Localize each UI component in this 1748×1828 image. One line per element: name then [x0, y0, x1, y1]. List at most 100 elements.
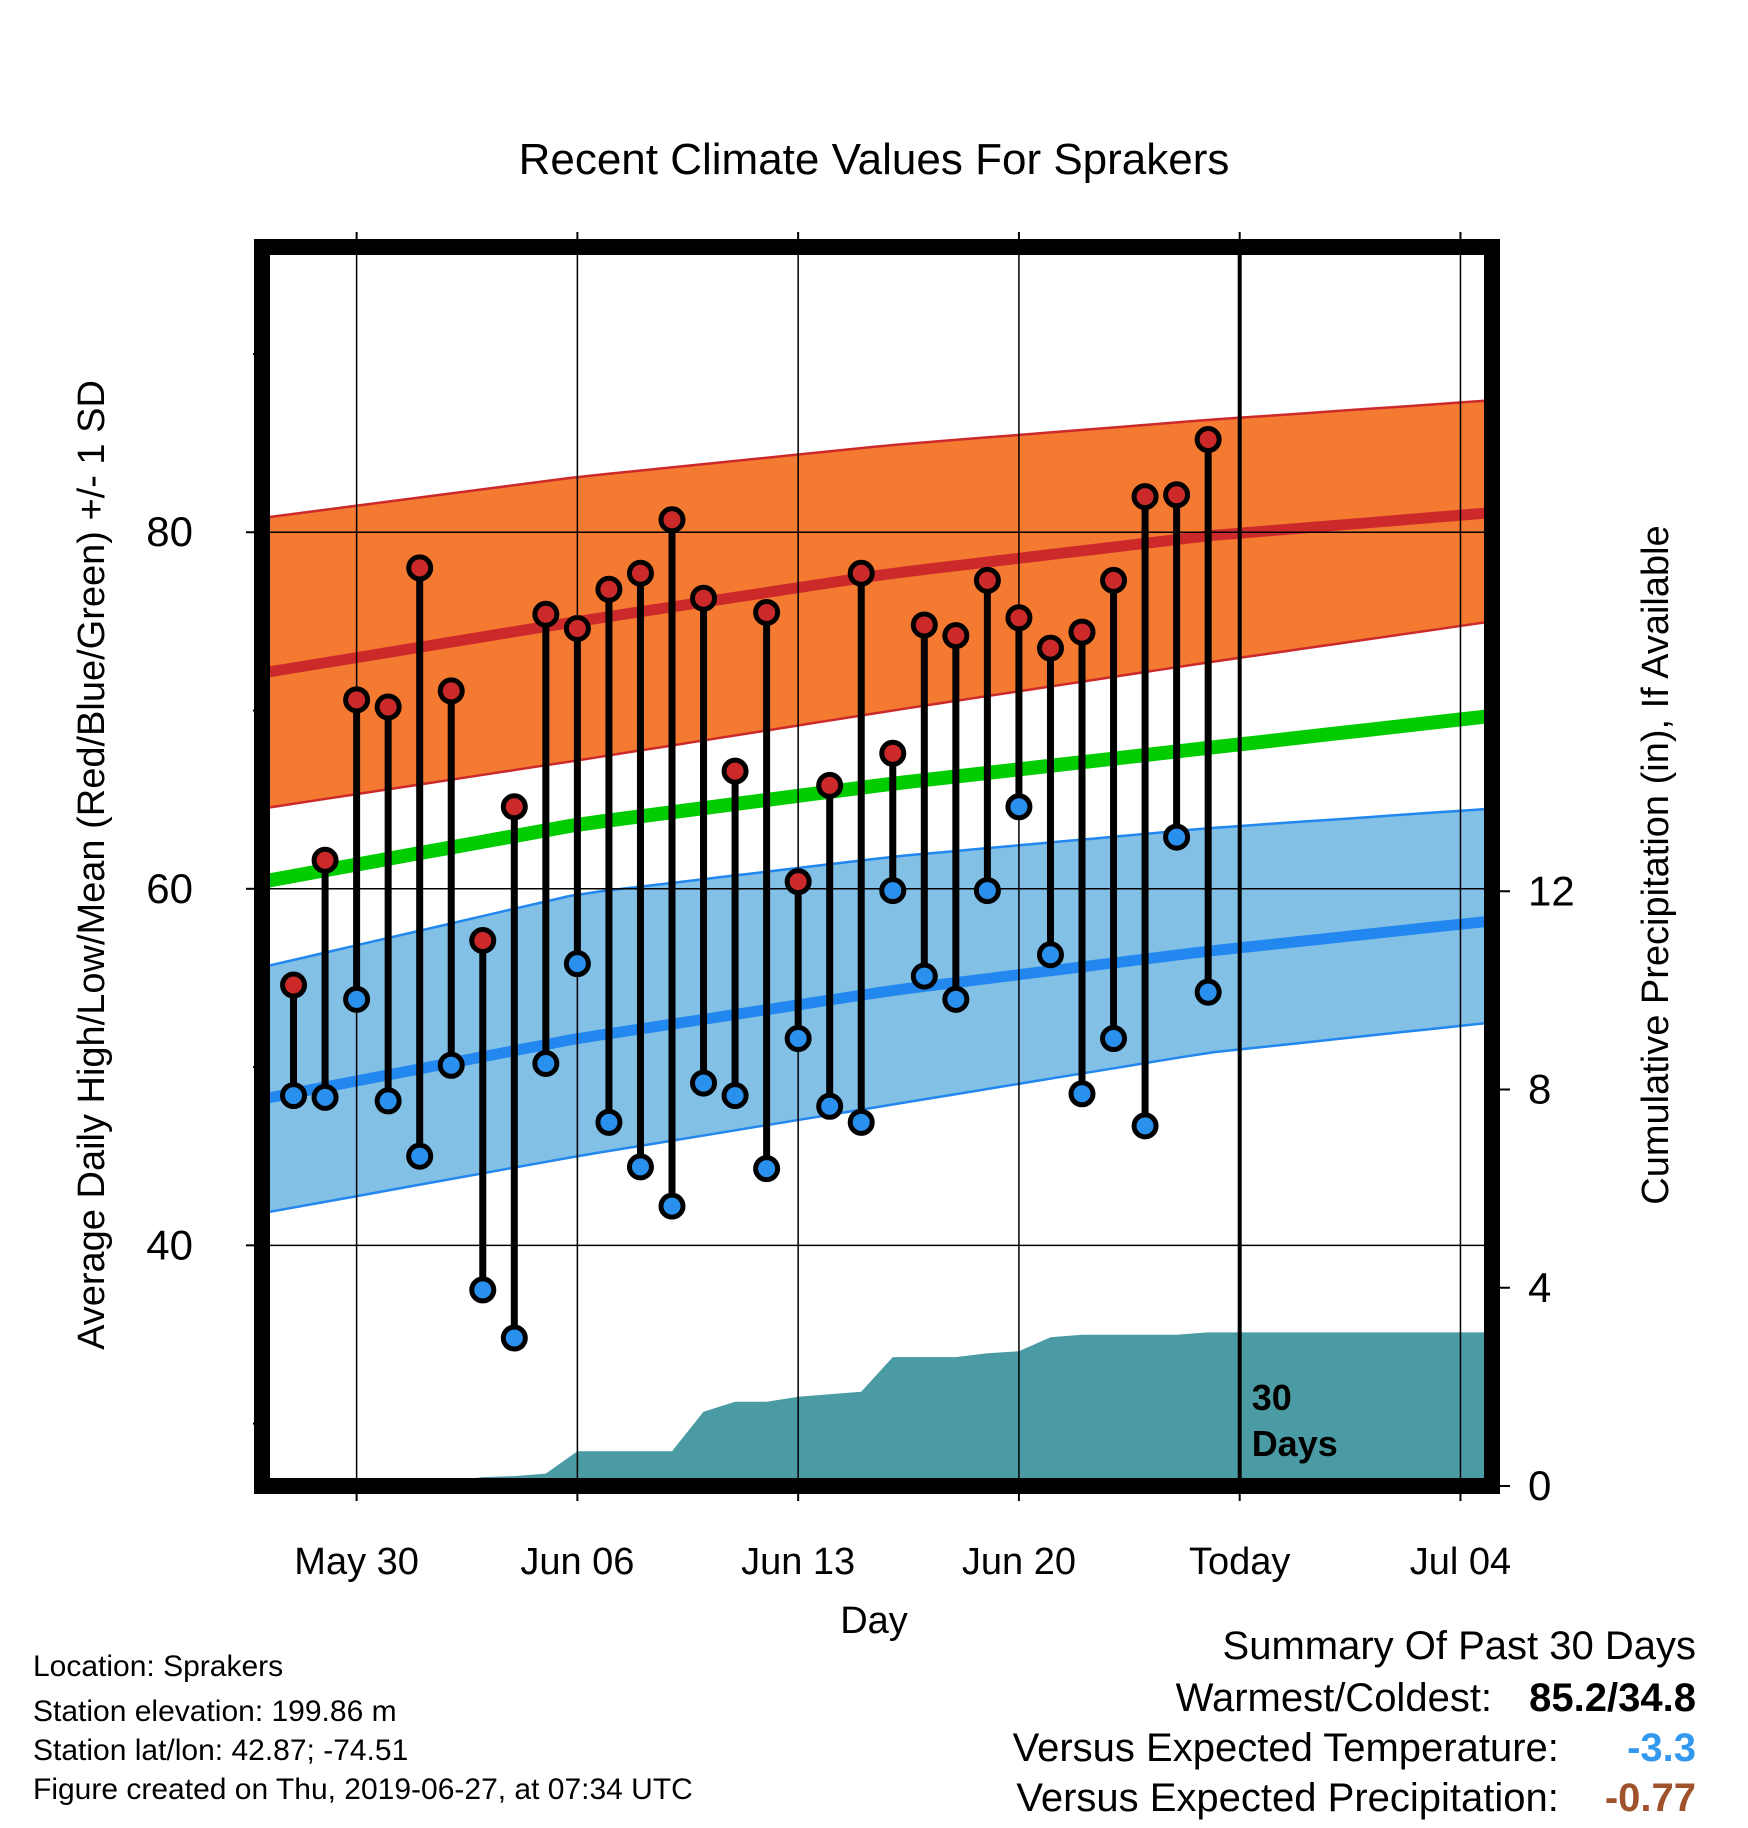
y2-tick-label: 12 [1528, 867, 1575, 914]
low-sd-band [262, 808, 1492, 1214]
precipitation-area [293, 1332, 1492, 1486]
daily-high-point [690, 584, 718, 612]
daily-low-point [406, 1142, 434, 1170]
high-sd-band-lower-edge [261, 620, 1493, 810]
daily-low-point [1163, 823, 1191, 851]
daily-low-point [784, 1025, 812, 1053]
y-tick-label: 60 [146, 865, 193, 912]
daily-low-point [1068, 1080, 1096, 1108]
y-tick-label: 40 [146, 1221, 193, 1268]
x-tick-label: May 30 [294, 1541, 419, 1583]
daily-high-point [973, 566, 1001, 594]
daily-high-point [595, 575, 623, 603]
temp-label: Versus Expected Temperature: [1012, 1726, 1559, 1770]
daily-high-point [658, 506, 686, 534]
daily-high-point [847, 559, 875, 587]
y-tick-label: 80 [146, 508, 193, 555]
daily-high-point [879, 739, 907, 767]
daily-high-point [500, 793, 528, 821]
normal-high-line [261, 507, 1493, 679]
y2-tick-label: 8 [1528, 1066, 1551, 1113]
plot-frame [254, 239, 1500, 1494]
daily-high-point [753, 598, 781, 626]
daily-high-point [1131, 483, 1159, 511]
normal-mean-line [260, 708, 1493, 889]
x-tick-label: Jun 06 [520, 1541, 634, 1583]
daily-low-point [1100, 1025, 1128, 1053]
daily-high-point [437, 677, 465, 705]
summary-title: Summary Of Past 30 Days [1222, 1624, 1696, 1668]
daily-high-point [816, 771, 844, 799]
daily-low-point [879, 877, 907, 905]
summary-precip-row: Versus Expected Precipitation: -0.77 [1016, 1778, 1696, 1818]
x-axis-label: Day [840, 1600, 908, 1642]
precip-value: -0.77 [1604, 1776, 1696, 1820]
x-tick-label: Today [1189, 1541, 1290, 1583]
today-marker-label: 30 [1252, 1377, 1292, 1418]
daily-low-point [1131, 1112, 1159, 1140]
daily-high-point [1194, 426, 1222, 454]
precip-label: Versus Expected Precipitation: [1016, 1776, 1559, 1820]
daily-low-point [437, 1051, 465, 1079]
daily-high-point [532, 600, 560, 628]
summary-warm-cold-row: Warmest/Coldest: 85.2/34.8 [1176, 1678, 1696, 1718]
daily-high-point [280, 971, 308, 999]
daily-low-point [469, 1276, 497, 1304]
today-marker-label: Days [1252, 1423, 1338, 1464]
daily-low-point [374, 1087, 402, 1115]
daily-low-point [690, 1069, 718, 1097]
daily-high-point [374, 693, 402, 721]
daily-low-point [973, 877, 1001, 905]
daily-low-point [500, 1324, 528, 1352]
daily-low-point [311, 1083, 339, 1111]
daily-low-point [1036, 941, 1064, 969]
daily-low-point [721, 1082, 749, 1110]
y2-axis-label: Cumulative Precipitation (in), If Availa… [1635, 525, 1677, 1204]
daily-high-point [784, 868, 812, 896]
daily-high-point [721, 757, 749, 785]
y-axis-label: Average Daily High/Low/Mean (Red/Blue/Gr… [71, 380, 113, 1350]
x-tick-label: Jun 13 [741, 1541, 855, 1583]
location-text: Location: Sprakers [33, 1650, 284, 1683]
y2-tick-label: 0 [1528, 1462, 1551, 1509]
high-sd-band [262, 400, 1492, 809]
created-text: Figure created on Thu, 2019-06-27, at 07… [33, 1773, 693, 1806]
daily-low-point [532, 1049, 560, 1077]
daily-low-point [563, 950, 591, 978]
daily-high-point [1036, 634, 1064, 662]
daily-high-point [469, 926, 497, 954]
daily-low-point [942, 985, 970, 1013]
x-tick-label: Jun 20 [962, 1541, 1076, 1583]
normal-low-line [260, 915, 1493, 1105]
high-sd-band-upper-edge [261, 399, 1493, 520]
daily-low-point [658, 1192, 686, 1220]
summary-temp-row: Versus Expected Temperature: -3.3 [1013, 1728, 1696, 1768]
warm-cold-label: Warmest/Coldest: [1175, 1676, 1493, 1720]
x-tick-label: Jul 04 [1410, 1541, 1511, 1583]
plot-area: 30 Days May 30 Jun 06 Jun 13 Jun 20 Today Jul 0… [146, 232, 1575, 1583]
daily-low-point [280, 1082, 308, 1110]
daily-low-point [910, 962, 938, 990]
low-sd-band-lower-edge [261, 1021, 1493, 1215]
daily-high-point [910, 611, 938, 639]
temp-value: -3.3 [1627, 1726, 1696, 1770]
daily-high-point [311, 846, 339, 874]
daily-high-point [1100, 566, 1128, 594]
daily-low-point [753, 1155, 781, 1183]
daily-high-point [942, 622, 970, 650]
y2-tick-label: 4 [1528, 1264, 1551, 1311]
warm-cold-value: 85.2/34.8 [1529, 1676, 1696, 1720]
chart-title: Recent Climate Values For Sprakers [519, 135, 1230, 184]
daily-low-point [595, 1108, 623, 1136]
daily-low-point [626, 1153, 654, 1181]
daily-high-point [1005, 604, 1033, 632]
daily-low-point [343, 985, 371, 1013]
daily-high-point [1068, 618, 1096, 646]
elevation-text: Station elevation: 199.86 m [33, 1695, 397, 1728]
daily-high-point [406, 554, 434, 582]
daily-high-point [563, 615, 591, 643]
daily-low-point [816, 1092, 844, 1120]
daily-high-point [626, 559, 654, 587]
daily-low-point [1194, 978, 1222, 1006]
